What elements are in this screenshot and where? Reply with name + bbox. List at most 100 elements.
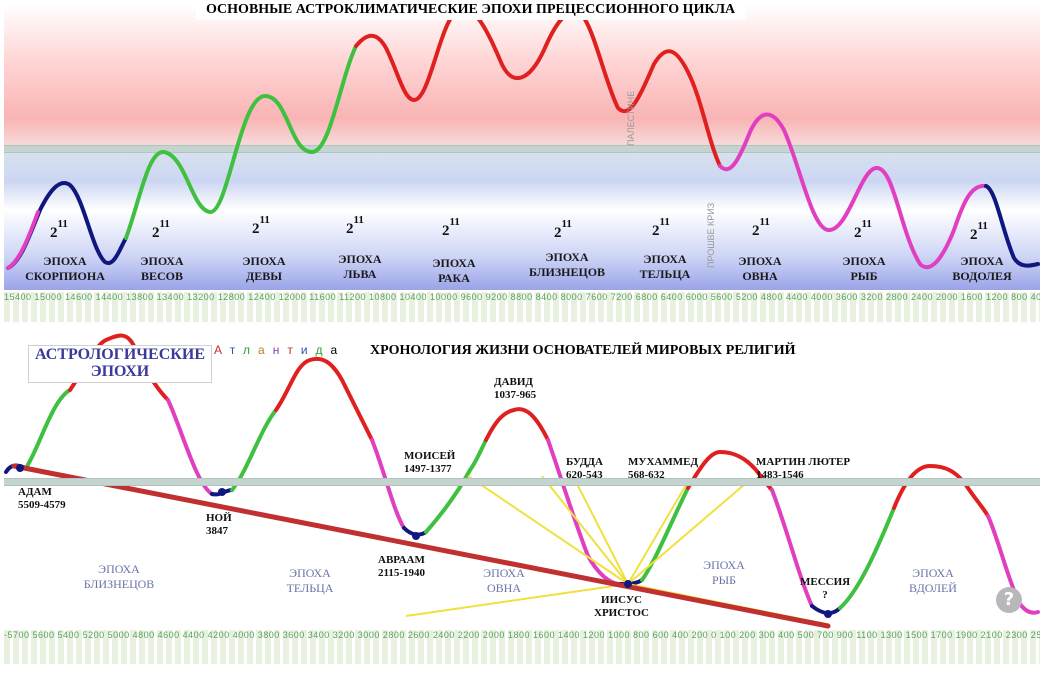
person-name: НОЙ — [206, 512, 232, 524]
era-label-line1: ЭПОХА — [43, 254, 87, 268]
top-title: ОСНОВНЫЕ АСТРОКЛИМАТИЧЕСКИЕ ЭПОХИ ПРЕЦЕС… — [196, 0, 746, 20]
person-name: ДАВИД — [494, 376, 533, 388]
bottom-wave-segment-10 — [424, 438, 488, 534]
person-noah: НОЙ 3847 — [206, 512, 232, 538]
bottom-title: ХРОНОЛОГИЯ ЖИЗНИ ОСНОВАТЕЛЕЙ МИРОВЫХ РЕЛ… — [362, 342, 804, 360]
bottom-wave-segment-12 — [546, 438, 622, 586]
epoch-line1: ЭПОХА — [483, 566, 525, 580]
marker-abraham — [412, 532, 420, 540]
faint-label-crisis: ПРОШВЕ КРИЗ — [706, 202, 716, 268]
bottom-wave-segment-7 — [274, 356, 374, 442]
atlantida-letter: а — [330, 343, 346, 357]
person-name: МЕССИЯ — [800, 576, 851, 588]
bottom-wave-segment-19 — [892, 463, 990, 518]
era-label-line1: ЭПОХА — [140, 254, 184, 268]
cycle-number-8: 211 — [752, 216, 770, 239]
atlantida-letter: д — [315, 343, 331, 357]
person-buddha: БУДДА 620-543 — [566, 456, 603, 482]
epoch-line1: ЭПОХА — [98, 562, 140, 576]
faint-label-palestine: ПАЛЕСТИНЕ — [626, 90, 636, 146]
cycle-number-5: 211 — [442, 216, 460, 239]
marker-adam — [16, 464, 24, 472]
era-aquarius: ЭПОХА ВОДОЛЕЯ — [942, 254, 1022, 284]
top-wave-segment-4 — [718, 112, 988, 270]
cycle-number-6: 211 — [554, 218, 572, 241]
era-label-line2: СКОРПИОНА — [25, 269, 105, 283]
person-david: ДАВИД 1037-965 — [494, 376, 536, 402]
bottom-year-ticks: -5700 5600 5400 5200 5000 4800 4600 4400… — [4, 630, 1040, 664]
era-label-line1: ЭПОХА — [738, 254, 782, 268]
person-years: 1483-1546 — [756, 469, 804, 481]
person-jesus: ИИСУС ХРИСТОС — [594, 594, 649, 620]
era-label-line2: ТЕЛЬЦА — [639, 267, 691, 281]
epoch-line2: ТЕЛЬЦА — [286, 581, 334, 595]
bottom-epoch-aries: ЭПОХА ОВНА — [474, 566, 534, 596]
marker-messiah — [824, 610, 832, 618]
person-years: 1497-1377 — [404, 463, 452, 475]
ray-to-moses — [467, 475, 629, 585]
person-name: МОИСЕЙ — [404, 450, 456, 462]
era-label-line2: ОВНА — [742, 269, 778, 283]
bottom-epoch-taurus: ЭПОХА ТЕЛЬЦА — [280, 566, 340, 596]
atlantida-letter: т — [229, 343, 243, 357]
epoch-line2: РЫБ — [711, 573, 737, 587]
marker-jesus — [624, 580, 632, 588]
question-icon[interactable]: ? — [996, 587, 1022, 613]
person-years: 1037-965 — [494, 389, 537, 401]
era-leo: ЭПОХА ЛЬВА — [330, 252, 390, 282]
marker-noah — [218, 488, 226, 496]
era-pisces: ЭПОХА РЫБ — [834, 254, 894, 284]
ray-to-mohammed — [627, 477, 691, 585]
era-label-line1: ЭПОХА — [242, 254, 286, 268]
cycle-number-2: 211 — [152, 218, 170, 241]
astrological-epochs-box: АСТРОЛОГИЧЕСКИЕ ЭПОХИ — [28, 345, 212, 383]
atlantida-letter: а — [258, 343, 273, 357]
era-label-line1: ЭПОХА — [545, 250, 589, 264]
era-label-line2: РАКА — [438, 271, 470, 285]
era-aries: ЭПОХА ОВНА — [730, 254, 790, 284]
era-label-line1: ЭПОХА — [643, 252, 687, 266]
person-years: ? — [822, 589, 828, 601]
era-label-line2: БЛИЗНЕЦОВ — [528, 265, 606, 279]
person-years: 5509-4579 — [18, 499, 66, 511]
bottom-epoch-aquarius: ЭПОХА ВДОЛЕЙ — [898, 566, 968, 596]
cycle-number-7: 211 — [652, 216, 670, 239]
top-wave-segment-5 — [984, 184, 1040, 268]
person-years: ХРИСТОС — [594, 607, 649, 619]
person-name: МАРТИН ЛЮТЕР — [756, 456, 851, 468]
top-wave-segment-3 — [354, 6, 722, 168]
person-years: 620-543 — [566, 469, 603, 481]
cycle-number-10: 211 — [970, 220, 988, 243]
person-years: 3847 — [206, 525, 228, 537]
era-label-line2: ВЕСОВ — [140, 269, 183, 283]
bottom-wave-segment-8 — [370, 438, 406, 530]
epoch-line1: ЭПОХА — [912, 566, 954, 580]
atlantida-letter: т — [287, 343, 301, 357]
person-abraham: АВРААМ 2115-1940 — [378, 554, 425, 580]
era-gemini: ЭПОХА БЛИЗНЕЦОВ — [522, 250, 612, 280]
epoch-line2: ВДОЛЕЙ — [909, 581, 957, 595]
person-mohammed: МУХАММЕД 568-632 — [628, 456, 698, 482]
era-label-line1: ЭПОХА — [338, 252, 382, 266]
ray-to-abraham — [405, 583, 629, 617]
era-label-line1: ЭПОХА — [432, 256, 476, 270]
era-label-line1: ЭПОХА — [842, 254, 886, 268]
person-martin-luther: МАРТИН ЛЮТЕР 1483-1546 — [756, 456, 850, 482]
ray-lines — [405, 475, 827, 625]
bottom-wave-segment-16 — [770, 488, 814, 608]
era-label-line2: ВОДОЛЕЯ — [952, 269, 1012, 283]
era-label-line2: РЫБ — [850, 269, 878, 283]
bottom-wave-segment-4 — [166, 398, 214, 496]
person-years: 568-632 — [628, 469, 665, 481]
atlantida-letter: н — [272, 343, 288, 357]
person-name: АВРААМ — [378, 554, 425, 566]
ray-to-david — [541, 475, 629, 585]
person-name: БУДДА — [566, 456, 603, 468]
bottom-wave-segment-2 — [24, 388, 72, 470]
cycle-number-4: 211 — [346, 214, 364, 237]
top-wave-segment-2 — [124, 44, 358, 240]
person-name: АДАМ — [18, 486, 52, 498]
person-name: МУХАММЕД — [628, 456, 699, 468]
